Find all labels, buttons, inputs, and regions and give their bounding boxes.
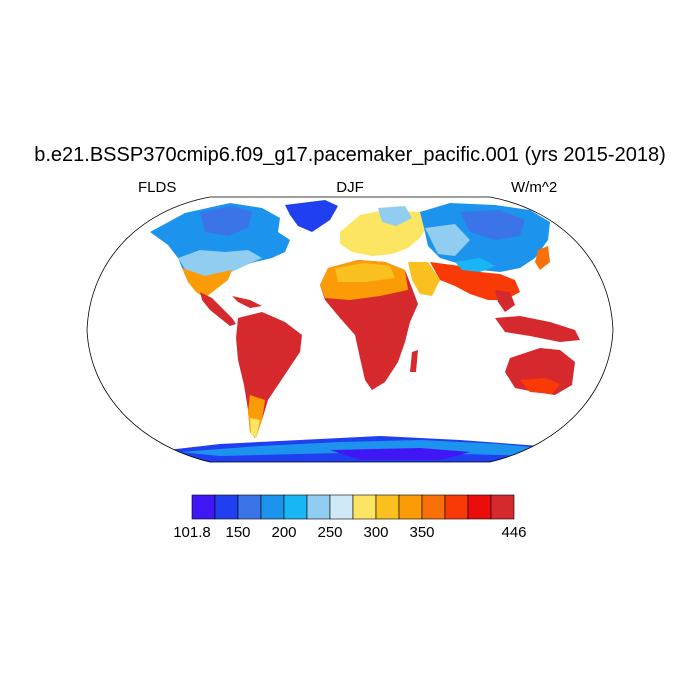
scandinavia (378, 206, 412, 226)
greenland (285, 200, 338, 232)
australia-south (520, 378, 560, 394)
colorbar-swatch (283, 494, 308, 520)
colorbar-tick-label: 250 (317, 524, 342, 541)
globe-outline (86, 196, 614, 463)
colorbar-swatch (421, 494, 446, 520)
colorbar-tick-label: 446 (501, 524, 526, 541)
europe-land (340, 210, 428, 256)
japan (535, 246, 550, 270)
colorbar-tick-label: 300 (363, 524, 388, 541)
colorbar-swatch (191, 494, 216, 520)
south-america-tip (250, 418, 260, 438)
central-america (200, 292, 236, 326)
north-america-south (182, 268, 232, 298)
antarctica-core (330, 448, 470, 460)
indonesia (495, 316, 580, 342)
colorbar-swatch (260, 494, 285, 520)
indochina (495, 290, 515, 312)
colorbar-swatch (214, 494, 239, 520)
tibet (455, 258, 495, 272)
variable-label: FLDS (138, 179, 177, 196)
season-label: DJF (336, 179, 364, 196)
colorbar-swatch (237, 494, 262, 520)
colorbar-swatch (490, 494, 515, 520)
central-asia (425, 224, 470, 256)
colorbar-swatch (467, 494, 492, 520)
colorbar-swatch (329, 494, 354, 520)
colorbar-tick-label: 150 (225, 524, 250, 541)
colorbar-swatch (444, 494, 469, 520)
new-zealand (588, 392, 598, 412)
colorbar-tick-label: 101.8 (173, 524, 211, 541)
colorbar-swatch (375, 494, 400, 520)
north-america-cold-core (200, 206, 252, 236)
colorbar-swatch (398, 494, 423, 520)
colorbar-tick-label: 350 (409, 524, 434, 541)
colorbar: 101.8 150 200 250 300 350 446 (173, 494, 527, 541)
madagascar (410, 350, 418, 372)
arabia (408, 262, 440, 296)
siberia-cold (460, 210, 525, 240)
figure-title: b.e21.BSSP370cmip6.f09_g17.pacemaker_pac… (34, 144, 666, 166)
south-america-land (236, 312, 302, 438)
land-fields (150, 200, 598, 462)
colorbar-tick-label: 200 (271, 524, 296, 541)
caribbean-islands (232, 296, 262, 308)
colorbar-swatch (352, 494, 377, 520)
colorbar-swatch (306, 494, 331, 520)
sahara-north (335, 263, 395, 282)
units-label: W/m^2 (511, 179, 558, 196)
